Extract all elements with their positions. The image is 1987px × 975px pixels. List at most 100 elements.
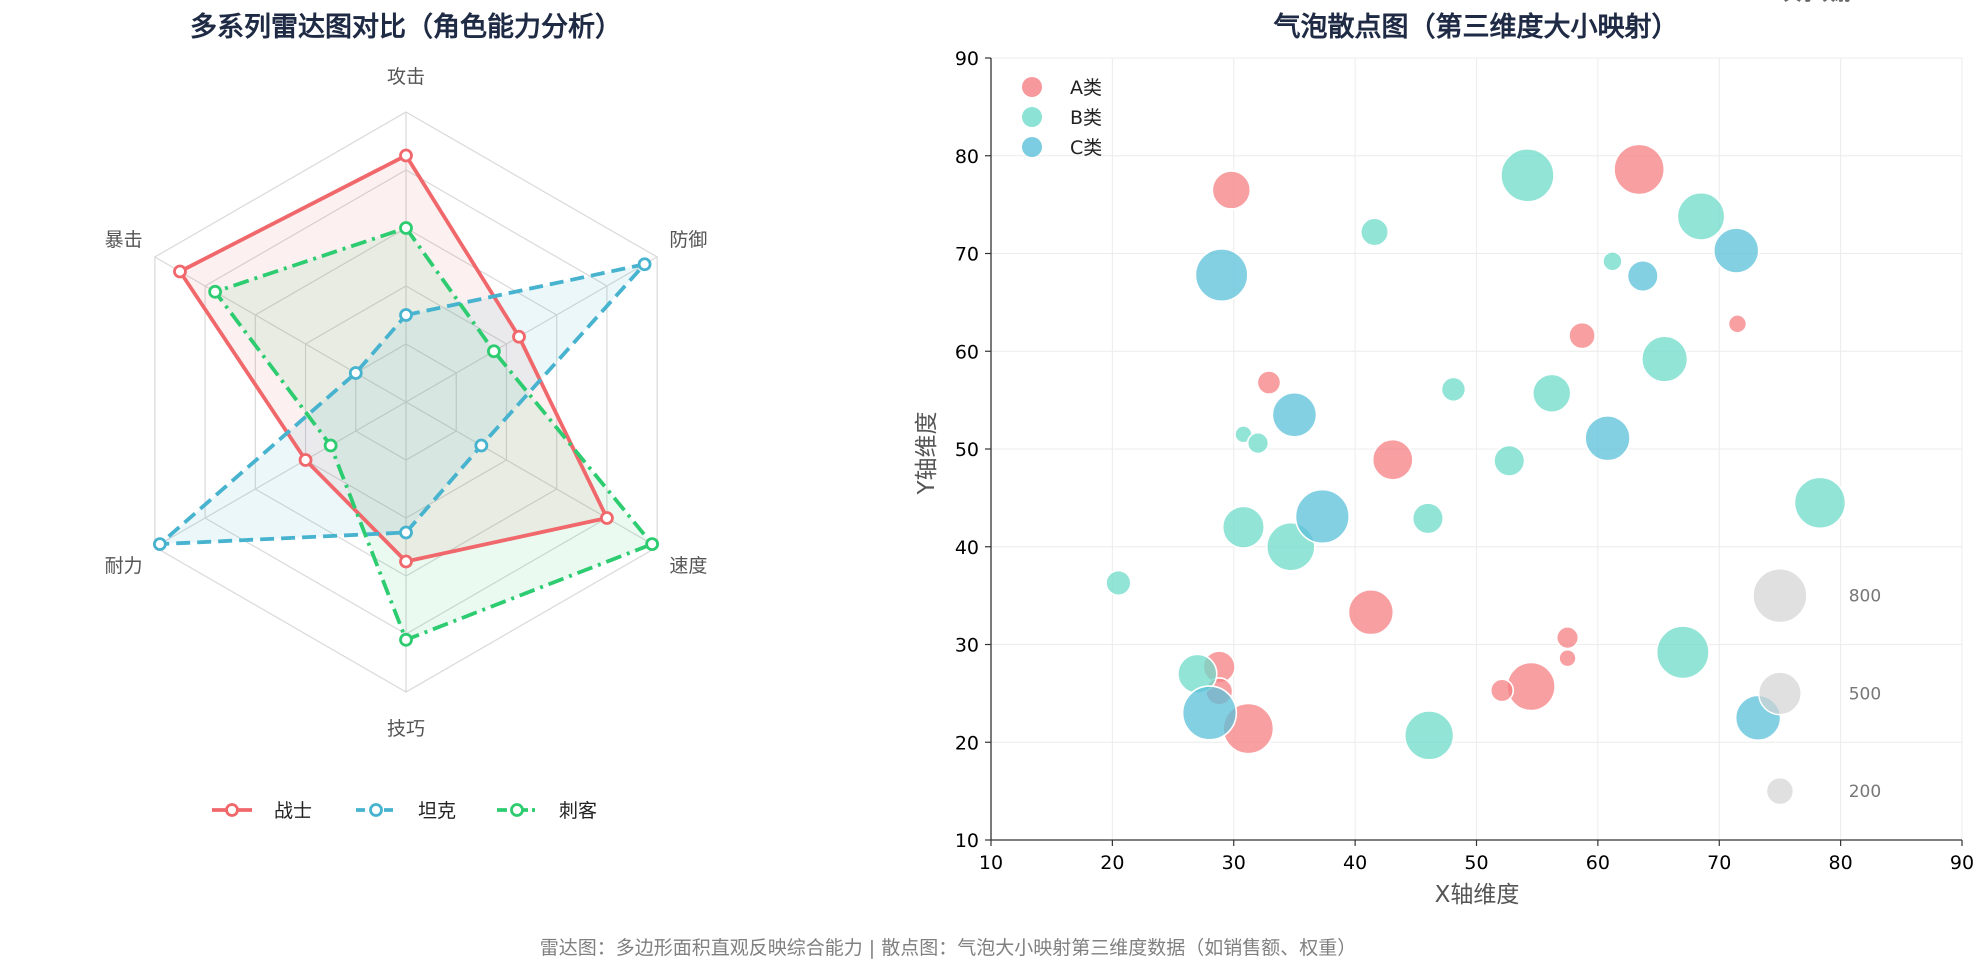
radar-axis-label: 技巧 (387, 718, 425, 740)
bubble-2 (1181, 685, 1238, 741)
radar-point (323, 438, 338, 453)
bubble-2 (1584, 414, 1631, 462)
radar-point (399, 221, 413, 235)
x-tick-label: 40 (1343, 852, 1367, 874)
radar-area-0 (179, 155, 607, 562)
bubble-1 (1493, 444, 1526, 477)
scatter-title: 气泡散点图（第三维度大小映射） (1273, 11, 1679, 43)
scatter-legend-item[interactable]: C类 (1022, 137, 1102, 159)
bubble-0 (1727, 314, 1748, 334)
radar-spoke (405, 401, 658, 548)
radar-legend[interactable]: 战士 坦克 刺客 (212, 800, 597, 822)
radar-spoke (154, 256, 407, 403)
footer-caption: 雷达图：多边形面积直观反映综合能力 | 散点图：气泡大小映射第三维度数据（如销售… (540, 937, 1356, 959)
y-tick-label: 80 (955, 146, 979, 168)
bubble-1 (1440, 376, 1467, 403)
radar-point (173, 264, 187, 279)
bubble-2 (1626, 259, 1659, 293)
legend-label: 刺客 (559, 800, 597, 822)
size-legend-bubble (1765, 776, 1795, 806)
radar-point (152, 537, 167, 551)
bubble-1 (1403, 710, 1455, 761)
size-legend-label: 200 (1849, 782, 1881, 802)
radar-legend-item[interactable]: 坦克 (356, 800, 456, 822)
y-tick-label: 50 (955, 439, 979, 461)
bubble-1 (1640, 335, 1689, 383)
x-tick-label: 30 (1222, 852, 1246, 874)
legend-marker (369, 803, 383, 817)
radar-point (487, 344, 501, 359)
bubble-1 (1411, 502, 1445, 535)
radar-point (399, 525, 413, 540)
legend-swatch (1022, 137, 1042, 157)
radar-point (637, 257, 652, 272)
scatter-bubbles (1105, 143, 1847, 761)
bubble-1 (1105, 569, 1132, 597)
legend-label: A类 (1070, 77, 1102, 99)
radar-axis-label: 攻击 (387, 66, 425, 88)
bubble-1 (1221, 505, 1266, 549)
bubble-0 (1371, 438, 1414, 481)
radar-spoke (405, 256, 658, 403)
y-tick-label: 60 (955, 341, 979, 363)
scatter-legend-item[interactable]: B类 (1022, 107, 1102, 129)
radar-legend-item[interactable]: 战士 (212, 800, 312, 822)
scatter-gridlines (990, 57, 1963, 841)
bubble-1 (1793, 476, 1847, 530)
bubble-1 (1602, 251, 1623, 272)
size-legend: 大小映射 800 500 200 (1752, 0, 1881, 806)
x-tick-label: 20 (1100, 852, 1124, 874)
radar-point (600, 511, 614, 525)
bubble-1 (1531, 373, 1572, 414)
y-tick-label: 20 (955, 732, 979, 754)
radar-point (348, 366, 363, 380)
x-tick-label: 80 (1829, 852, 1853, 874)
bubble-1 (1500, 147, 1555, 203)
bubble-0 (1256, 370, 1282, 395)
legend-label: 战士 (274, 800, 312, 822)
legend-label: 坦克 (418, 800, 456, 822)
radar-axis-label: 暴击 (105, 229, 143, 251)
bubble-scatter-chart: 气泡散点图（第三维度大小映射） 10 20 30 40 50 60 70 80 90 10 20 30… (914, 0, 1974, 908)
legend-swatch (1022, 107, 1042, 127)
bubble-1 (1676, 191, 1726, 241)
legend-label: B类 (1070, 107, 1102, 129)
bubble-2 (1712, 227, 1760, 274)
bubble-2 (1294, 488, 1351, 545)
radar-axis-label: 防御 (669, 229, 707, 251)
bubble-0 (1211, 170, 1252, 210)
legend-label: C类 (1070, 137, 1102, 159)
size-legend-bubble (1757, 671, 1802, 716)
y-axis-title: Y轴维度 (914, 411, 940, 495)
size-legend-label: 500 (1849, 684, 1881, 704)
y-tick-label: 30 (955, 635, 979, 657)
x-tick-label: 90 (1950, 852, 1974, 874)
size-legend-title: 大小映射 (1784, 0, 1852, 5)
radar-area-2 (215, 228, 653, 640)
y-tick-label: 10 (955, 830, 979, 852)
radar-spoke (154, 401, 407, 548)
bubble-0 (1555, 626, 1580, 650)
radar-point (645, 537, 660, 551)
radar-point (399, 308, 413, 322)
bubble-0 (1568, 321, 1596, 350)
x-tick-label: 50 (1464, 852, 1488, 874)
y-tick-label: 90 (955, 48, 979, 70)
y-tick-label: 70 (955, 244, 979, 266)
bubble-0 (1489, 678, 1515, 703)
radar-point (399, 554, 413, 569)
radar-axis-label: 耐力 (105, 555, 143, 577)
y-tick-label: 40 (955, 537, 979, 559)
legend-swatch (1022, 77, 1042, 97)
radar-legend-item[interactable]: 刺客 (497, 800, 597, 822)
scatter-legend-item[interactable]: A类 (1022, 77, 1102, 99)
radar-point (399, 148, 413, 163)
x-tick-label: 70 (1707, 852, 1731, 874)
radar-title: 多系列雷达图对比（角色能力分析） (190, 11, 622, 43)
scatter-legend[interactable]: A类 B类 C类 (1022, 77, 1102, 159)
bubble-1 (1655, 625, 1710, 680)
radar-point (298, 453, 313, 467)
